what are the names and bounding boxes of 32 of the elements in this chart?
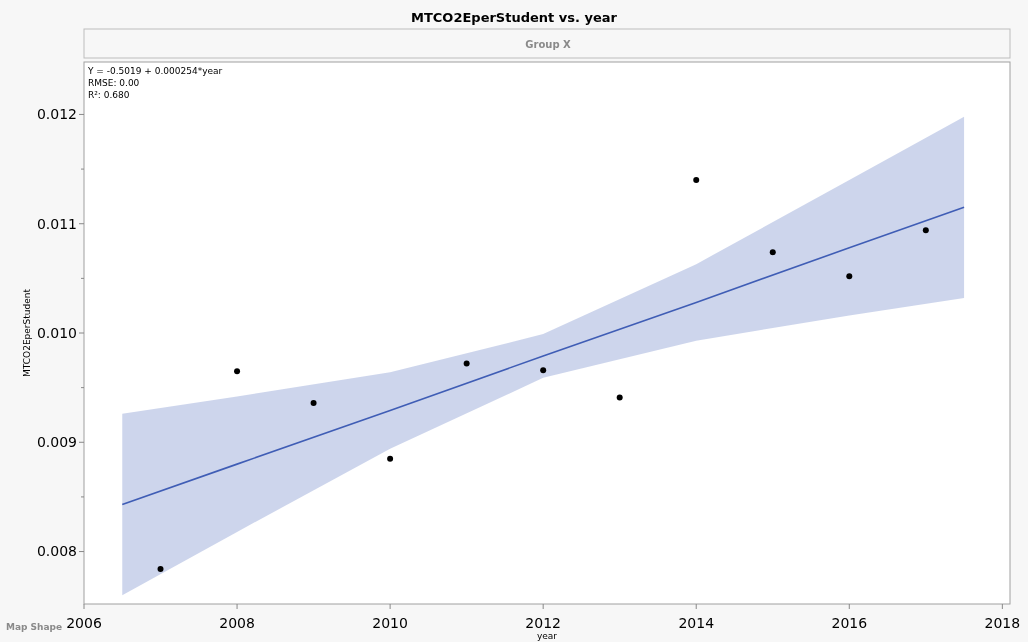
x-axis-title: year xyxy=(536,631,558,641)
y-tick-label: 0.012 xyxy=(36,106,77,123)
point xyxy=(234,368,241,375)
x-tick-label: 2008 xyxy=(219,615,255,631)
y-tick-label: 0.010 xyxy=(36,324,77,341)
point xyxy=(616,394,623,401)
point xyxy=(540,367,547,374)
x-tick-label: 2014 xyxy=(678,615,715,631)
y-tick-label: 0.011 xyxy=(36,215,77,232)
text: Group X xyxy=(525,39,572,50)
annotation: R²: 0.680 xyxy=(88,90,130,100)
annotation: Y = -0.5019 + 0.000254*year xyxy=(87,66,223,76)
y-tick-label: 0.008 xyxy=(36,543,77,560)
y-axis-title: MTCO2EperStudent xyxy=(22,288,32,377)
chart-title: MTCO2EperStudent vs. year xyxy=(411,10,618,25)
point xyxy=(846,273,853,280)
x-tick-label: 2006 xyxy=(66,615,102,631)
point xyxy=(769,249,776,256)
x-tick-label: 2010 xyxy=(372,615,408,631)
text: Map Shape xyxy=(6,622,63,632)
point xyxy=(463,360,470,367)
line-series xyxy=(121,206,965,506)
annotation: RMSE: 0.00 xyxy=(88,78,140,88)
x-tick-label: 2016 xyxy=(831,615,868,631)
point xyxy=(157,566,164,573)
point xyxy=(922,227,929,234)
point xyxy=(693,177,700,184)
x-tick-label: 2012 xyxy=(525,615,561,631)
point xyxy=(310,399,317,406)
y-tick-label: 0.009 xyxy=(36,434,77,451)
x-tick-label: 2018 xyxy=(984,615,1021,631)
point xyxy=(387,455,394,462)
